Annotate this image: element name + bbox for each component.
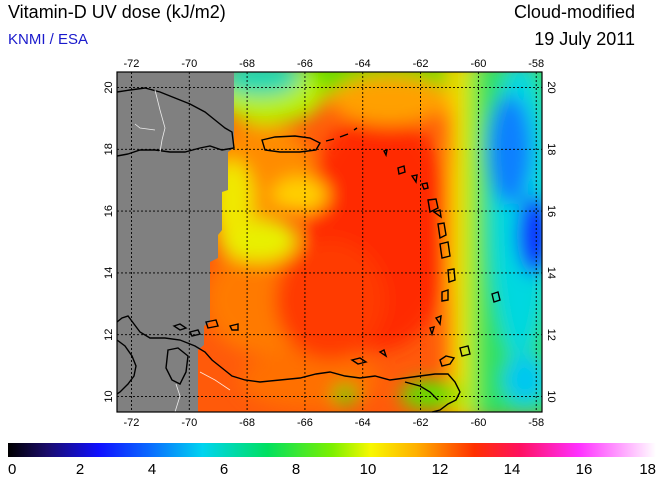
- lon-tick-bottom: -70: [181, 417, 197, 429]
- lat-tick-right: 18: [545, 143, 557, 155]
- lon-tick-top: -60: [470, 58, 486, 70]
- lon-tick-top: -64: [355, 58, 371, 70]
- mode-label: Cloud-modified: [513, 2, 635, 22]
- lon-tick-top: -72: [124, 58, 140, 70]
- lat-tick-right: 14: [545, 267, 557, 279]
- uv-field: [117, 72, 542, 412]
- lon-tick-bottom: -72: [124, 417, 140, 429]
- lon-tick-bottom: -68: [239, 417, 255, 429]
- lon-tick-top: -58: [528, 58, 544, 70]
- lat-tick-right: 10: [545, 390, 557, 402]
- colorbar-tick-label: 2: [76, 461, 84, 478]
- colorbar-tick-label: 10: [360, 461, 377, 478]
- map-frame: [116, 71, 543, 413]
- lat-tick-right: 16: [545, 205, 557, 217]
- lat-tick-right: 20: [545, 81, 557, 93]
- lat-tick-left: 18: [103, 143, 115, 155]
- date-label: 19 July 2011: [534, 29, 635, 49]
- colorbar-tick-label: 4: [148, 461, 156, 478]
- credit-label: KNMI / ESA: [8, 31, 89, 48]
- lon-tick-bottom: -62: [413, 417, 429, 429]
- lat-tick-right: 12: [545, 329, 557, 341]
- colorbar-tick-label: 18: [639, 461, 656, 478]
- lon-tick-top: -62: [413, 58, 429, 70]
- graticule: [117, 72, 542, 412]
- colorbar-tick-label: 14: [504, 461, 521, 478]
- lon-tick-top: -66: [297, 58, 313, 70]
- colorbar-tick-label: 12: [432, 461, 449, 478]
- lon-tick-top: -68: [239, 58, 255, 70]
- lat-tick-left: 14: [103, 267, 115, 279]
- axis-ticks: -72 -72 -70 -70 -68 -68 -66 -66 -64 -64 -62 -62 -60 -…: [103, 58, 557, 429]
- lon-tick-bottom: -66: [297, 417, 313, 429]
- lat-tick-left: 16: [103, 205, 115, 217]
- colorbar: [8, 443, 656, 457]
- map-title: Vitamin-D UV dose (kJ/m2): [8, 2, 226, 22]
- lon-tick-top: -70: [181, 58, 197, 70]
- borders: [134, 89, 231, 413]
- colorbar-tick-label: 16: [576, 461, 593, 478]
- colorbar-tick-label: 0: [8, 461, 16, 478]
- lat-tick-left: 20: [103, 81, 115, 93]
- lon-tick-bottom: -58: [528, 417, 544, 429]
- lat-tick-left: 10: [103, 390, 115, 402]
- lat-tick-left: 12: [103, 329, 115, 341]
- colorbar-tick-label: 6: [220, 461, 228, 478]
- colorbar-ticks: 0 2 4 6 8 10 12 14 16 18: [8, 461, 656, 478]
- lon-tick-bottom: -64: [355, 417, 371, 429]
- colorbar-tick-label: 8: [292, 461, 300, 478]
- lon-tick-bottom: -60: [470, 417, 486, 429]
